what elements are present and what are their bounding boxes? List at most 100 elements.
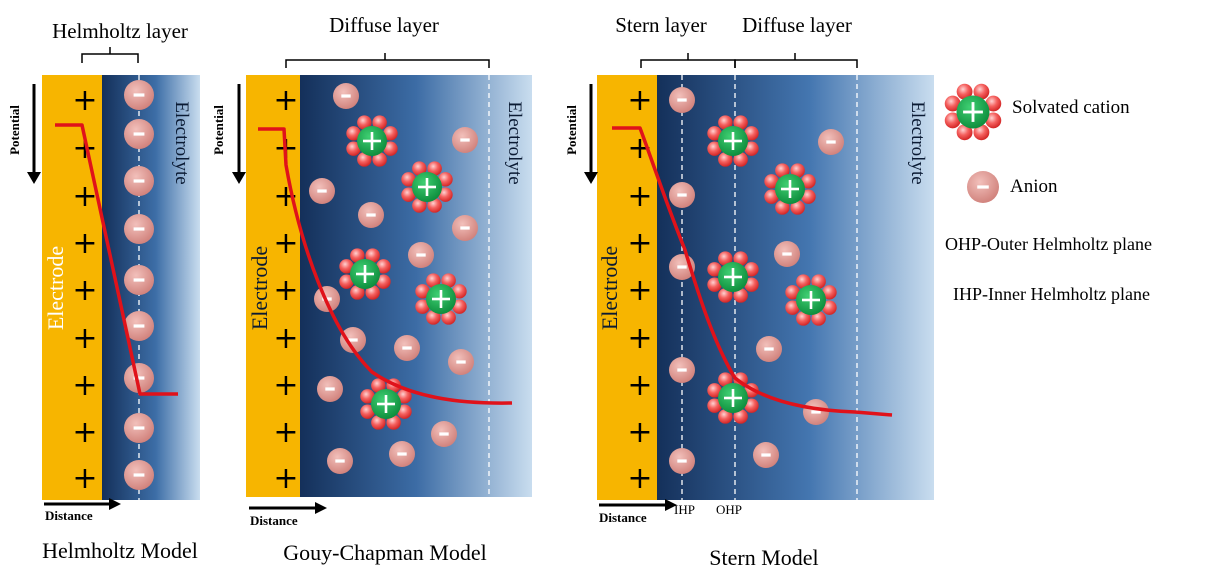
anion [124,214,154,244]
plus-sign [731,132,735,150]
solvent-molecule [718,409,733,424]
anion [431,421,457,447]
gouy-chapman-caption: Gouy-Chapman Model [283,540,486,565]
solvent-molecule [744,277,759,292]
solvent-molecule [371,415,386,430]
electrode-region [42,75,104,500]
minus-sign [133,93,145,97]
electrolyte-region [300,75,532,497]
distance-arrowhead [665,499,677,511]
minus-sign [456,360,466,364]
plus-charge: + [273,368,298,403]
electrode-region [597,75,659,500]
minus-sign [977,185,989,189]
solvent-molecule [350,285,365,300]
legend-ohp-label: OHP-Outer Helmholtz plane [945,234,1152,254]
potential-label: Potential [7,105,22,155]
anion [340,327,366,353]
minus-sign [325,387,335,391]
anion [124,119,154,149]
solvent-molecule [438,172,453,187]
solvent-molecule [339,259,354,274]
solvent-molecule [822,300,837,315]
solvent-molecule [718,152,733,167]
anion [448,349,474,375]
solvent-molecule [985,95,1002,112]
plus-charge: + [627,368,652,403]
minus-sign [341,94,351,98]
solvent-molecule [718,115,733,130]
solvent-molecule [412,198,427,213]
minus-sign [764,347,774,351]
solvent-molecule [718,251,733,266]
plus-charge: + [72,368,97,403]
minus-sign [402,346,412,350]
plus-charge: + [627,179,652,214]
solvent-molecule [707,141,722,156]
solvent-molecule [383,126,398,141]
anion [408,242,434,268]
plus-sign [788,180,792,198]
anion [309,178,335,204]
electrode-charges: +++++++++ [627,83,652,496]
solvated-cation [707,115,759,167]
distance-label: Distance [45,508,93,523]
solvent-molecule [357,152,372,167]
solvent-molecule [775,163,790,178]
solvent-molecule [733,409,748,424]
solvent-molecule [441,273,456,288]
solvent-molecule [801,174,816,189]
potential-arrowhead [27,172,41,184]
plus-sign [425,178,429,196]
anion-layer [124,80,154,490]
solvent-molecule [427,198,442,213]
solvent-molecule [438,187,453,202]
anion [669,448,695,474]
solvent-molecule [985,112,1002,129]
solvent-molecule [376,259,391,274]
diffuse-bracket [734,53,858,68]
solvent-molecule [790,200,805,215]
minus-sign [133,278,145,282]
anion [333,83,359,109]
plus-charge: + [273,226,298,261]
legend: Solvated cation Anion OHP-Outer Helmholt… [944,83,1152,304]
minus-sign [439,432,449,436]
solvent-molecule [372,152,387,167]
plus-charge: + [72,321,97,356]
plus-charge: + [273,83,298,118]
solvated-cation [415,273,467,325]
solvated-cation [339,248,391,300]
solvent-molecule [426,310,441,325]
minus-sign [133,132,145,136]
solvent-molecule [415,299,430,314]
legend-ihp-label: IHP-Inner Helmholtz plane [953,284,1150,304]
solvent-molecule [365,248,380,263]
solvent-molecule [397,389,412,404]
anion [452,215,478,241]
solvated-cations [707,115,837,424]
solvent-molecule [733,152,748,167]
solvent-molecule [415,284,430,299]
solvent-molecule [412,161,427,176]
plus-charge: + [627,321,652,356]
anion [967,171,999,203]
minus-sign [133,473,145,477]
helmholtz-caption: Helmholtz Model [42,538,198,563]
potential-arrowhead [584,172,598,184]
solvent-molecule [376,274,391,289]
electrode-label: Electrode [43,246,68,330]
anion [124,413,154,443]
solvated-cation [401,161,453,213]
electrode-region [246,75,302,497]
solvated-cation [707,372,759,424]
plus-charge: + [273,321,298,356]
minus-sign [397,452,407,456]
plus-sign [731,268,735,286]
minus-sign [133,227,145,231]
distance-label: Distance [250,513,298,528]
minus-sign [416,253,426,257]
anion [389,441,415,467]
distance-arrowhead [315,502,327,514]
solvent-molecule [944,112,961,129]
